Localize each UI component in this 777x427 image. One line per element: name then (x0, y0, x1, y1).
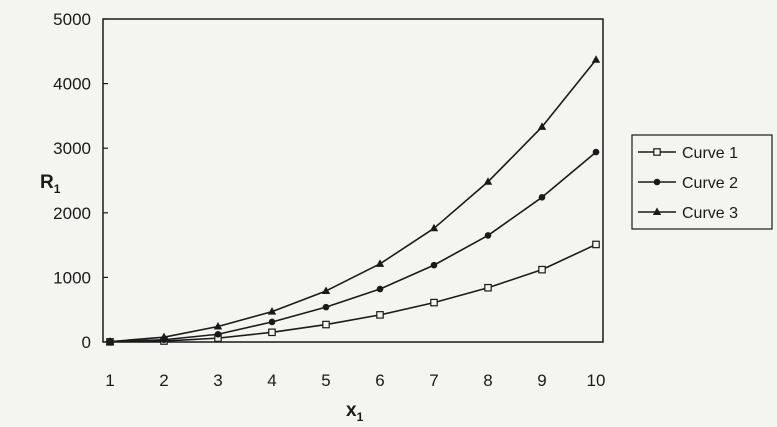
series-line-curve-3 (110, 60, 596, 342)
series-line-curve-1 (110, 244, 596, 341)
x-tick-label: 5 (321, 371, 330, 390)
data-point-curve-3 (592, 55, 600, 63)
data-point-curve-2 (323, 304, 330, 311)
series-line-curve-2 (110, 152, 596, 342)
legend-label-curve-2: Curve 2 (682, 175, 738, 192)
y-tick-label: 3000 (53, 139, 91, 158)
data-point-curve-2 (485, 232, 492, 239)
x-tick-label: 1 (105, 371, 114, 390)
data-point-curve-1 (539, 266, 545, 272)
data-point-curve-2 (215, 331, 222, 338)
data-point-curve-1 (593, 241, 599, 247)
x-axis-title: x1 (346, 400, 364, 424)
y-axis-title: R1 (40, 172, 61, 196)
legend-label-curve-3: Curve 3 (682, 205, 738, 222)
data-point-curve-2 (431, 262, 438, 269)
x-tick-label: 9 (537, 371, 546, 390)
x-tick-label: 8 (483, 371, 492, 390)
data-point-curve-2 (593, 149, 600, 156)
data-point-curve-2 (539, 194, 546, 201)
y-tick-label: 2000 (53, 204, 91, 223)
data-point-curve-1 (377, 312, 383, 318)
legend-label-curve-1: Curve 1 (682, 145, 738, 162)
data-point-curve-1 (269, 329, 275, 335)
x-tick-label: 2 (159, 371, 168, 390)
data-point-curve-1 (485, 285, 491, 291)
x-tick-label: 10 (587, 371, 606, 390)
legend-marker-curve-1 (654, 149, 660, 155)
y-tick-label: 4000 (53, 75, 91, 94)
x-tick-label: 6 (375, 371, 384, 390)
data-point-curve-2 (377, 286, 384, 293)
data-point-curve-1 (323, 321, 329, 327)
data-point-curve-3 (376, 259, 384, 267)
x-tick-label: 4 (267, 371, 276, 390)
y-tick-label: 0 (82, 333, 91, 352)
data-point-curve-1 (431, 299, 437, 305)
legend-marker-curve-2 (654, 179, 661, 186)
y-tick-label: 1000 (53, 268, 91, 287)
y-tick-label: 5000 (53, 10, 91, 29)
data-point-curve-2 (269, 319, 276, 326)
x-tick-label: 7 (429, 371, 438, 390)
plot-frame (103, 19, 603, 342)
x-tick-label: 3 (213, 371, 222, 390)
